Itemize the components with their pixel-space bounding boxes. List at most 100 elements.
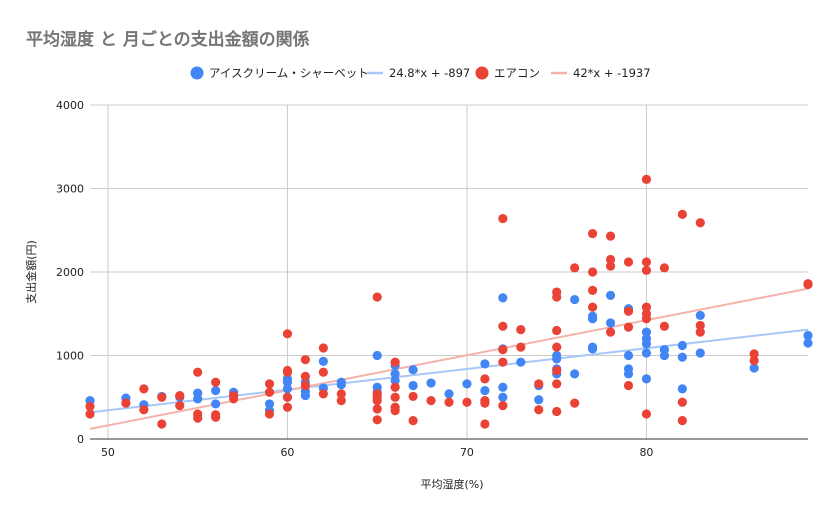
point-icecream[interactable]: [372, 350, 382, 361]
point-aircon[interactable]: [516, 342, 526, 352]
point-aircon[interactable]: [749, 349, 759, 359]
point-aircon[interactable]: [516, 325, 526, 335]
point-icecream[interactable]: [677, 340, 687, 351]
point-aircon[interactable]: [605, 327, 616, 337]
point-aircon[interactable]: [390, 406, 400, 416]
point-icecream[interactable]: [570, 369, 580, 379]
point-aircon[interactable]: [605, 261, 616, 271]
point-aircon[interactable]: [641, 265, 652, 275]
point-aircon[interactable]: [390, 357, 400, 367]
point-icecream[interactable]: [390, 369, 400, 379]
point-aircon[interactable]: [282, 329, 293, 339]
point-aircon[interactable]: [803, 279, 813, 289]
point-aircon[interactable]: [552, 406, 562, 417]
point-aircon[interactable]: [623, 322, 634, 332]
point-aircon[interactable]: [264, 379, 275, 389]
point-aircon[interactable]: [390, 392, 400, 402]
point-aircon[interactable]: [534, 405, 544, 415]
point-aircon[interactable]: [605, 254, 616, 265]
point-aircon[interactable]: [623, 380, 634, 391]
point-icecream[interactable]: [641, 327, 652, 337]
point-aircon[interactable]: [139, 384, 149, 394]
point-aircon[interactable]: [570, 398, 580, 408]
point-icecream[interactable]: [641, 339, 652, 349]
point-aircon[interactable]: [623, 306, 634, 316]
point-icecream[interactable]: [803, 330, 813, 341]
point-aircon[interactable]: [336, 395, 346, 406]
point-icecream[interactable]: [211, 385, 221, 396]
point-aircon[interactable]: [641, 257, 652, 267]
point-aircon[interactable]: [641, 409, 652, 419]
point-aircon[interactable]: [570, 263, 580, 273]
point-icecream[interactable]: [677, 384, 687, 394]
point-icecream[interactable]: [480, 359, 490, 369]
point-icecream[interactable]: [264, 399, 275, 409]
point-aircon[interactable]: [480, 419, 490, 429]
point-icecream[interactable]: [677, 352, 687, 362]
point-aircon[interactable]: [372, 395, 382, 406]
point-aircon[interactable]: [552, 379, 562, 389]
point-icecream[interactable]: [605, 318, 616, 328]
point-icecream[interactable]: [641, 348, 652, 358]
point-icecream[interactable]: [444, 389, 454, 399]
point-aircon[interactable]: [318, 389, 328, 399]
point-aircon[interactable]: [408, 391, 418, 402]
point-icecream[interactable]: [570, 294, 580, 305]
point-aircon[interactable]: [175, 390, 185, 401]
point-aircon[interactable]: [749, 355, 759, 366]
point-aircon[interactable]: [677, 209, 687, 219]
point-aircon[interactable]: [462, 397, 472, 407]
point-icecream[interactable]: [623, 369, 634, 379]
point-aircon[interactable]: [211, 377, 221, 387]
point-icecream[interactable]: [408, 365, 418, 375]
point-aircon[interactable]: [264, 387, 275, 397]
point-icecream[interactable]: [695, 348, 705, 358]
point-aircon[interactable]: [552, 342, 562, 352]
point-aircon[interactable]: [85, 401, 95, 412]
point-aircon[interactable]: [85, 409, 95, 419]
point-aircon[interactable]: [695, 218, 705, 228]
point-aircon[interactable]: [372, 292, 382, 302]
point-icecream[interactable]: [534, 395, 544, 405]
point-icecream[interactable]: [641, 374, 652, 384]
point-aircon[interactable]: [372, 415, 382, 425]
point-aircon[interactable]: [677, 416, 687, 426]
point-aircon[interactable]: [498, 357, 508, 367]
point-aircon[interactable]: [390, 382, 400, 392]
point-aircon[interactable]: [426, 395, 436, 406]
point-aircon[interactable]: [300, 380, 310, 391]
point-icecream[interactable]: [605, 290, 616, 300]
point-aircon[interactable]: [175, 401, 185, 411]
point-aircon[interactable]: [282, 392, 293, 402]
point-aircon[interactable]: [498, 213, 508, 224]
point-aircon[interactable]: [552, 325, 562, 336]
point-aircon[interactable]: [588, 267, 598, 277]
point-aircon[interactable]: [623, 257, 634, 267]
point-aircon[interactable]: [534, 379, 544, 389]
point-icecream[interactable]: [498, 382, 508, 392]
point-aircon[interactable]: [498, 401, 508, 411]
point-aircon[interactable]: [480, 398, 490, 408]
point-aircon[interactable]: [605, 231, 616, 241]
point-icecream[interactable]: [282, 384, 293, 394]
point-aircon[interactable]: [659, 321, 670, 331]
point-aircon[interactable]: [282, 402, 293, 412]
point-aircon[interactable]: [641, 302, 652, 312]
point-icecream[interactable]: [336, 377, 346, 387]
point-icecream[interactable]: [516, 357, 526, 367]
point-icecream[interactable]: [623, 350, 634, 361]
point-icecream[interactable]: [408, 380, 418, 391]
point-icecream[interactable]: [462, 379, 472, 389]
point-icecream[interactable]: [318, 356, 328, 366]
point-aircon[interactable]: [498, 321, 508, 331]
point-aircon[interactable]: [552, 292, 562, 302]
point-icecream[interactable]: [749, 363, 759, 373]
point-icecream[interactable]: [498, 293, 508, 303]
point-aircon[interactable]: [139, 405, 149, 415]
legend-item-aircon[interactable]: エアコン: [475, 66, 541, 80]
point-icecream[interactable]: [588, 311, 598, 321]
point-aircon[interactable]: [211, 410, 221, 420]
point-aircon[interactable]: [641, 314, 652, 324]
point-aircon[interactable]: [695, 327, 705, 337]
point-icecream[interactable]: [282, 374, 293, 384]
